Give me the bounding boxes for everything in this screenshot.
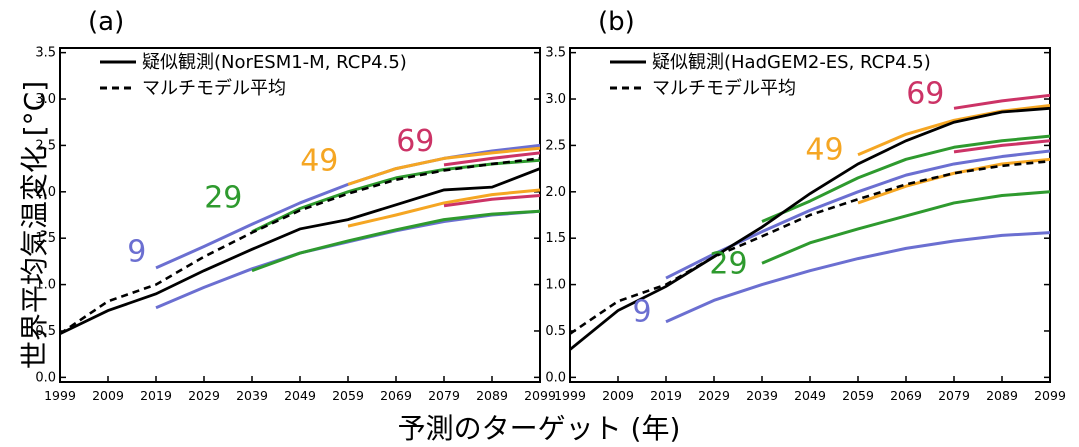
y-tick-label: 2.0 xyxy=(545,185,566,200)
y-tick-label: 1.5 xyxy=(545,231,566,246)
y-tick-label: 1.0 xyxy=(35,278,56,293)
x-tick-label: 2029 xyxy=(188,388,220,403)
x-tick-label: 2059 xyxy=(842,388,874,403)
forecast-line-49-b xyxy=(857,104,1050,157)
x-tick-label: 2079 xyxy=(428,388,460,403)
panel-label-a: (a) xyxy=(88,7,124,37)
y-tick-label: 2.0 xyxy=(35,185,56,200)
y-tick-label: 0.5 xyxy=(35,324,56,339)
x-tick-label: 2099 xyxy=(524,388,556,403)
y-tick-label: 3.5 xyxy=(545,46,566,61)
x-tick-label: 2009 xyxy=(92,388,124,403)
start-label-9-b: 9 xyxy=(633,295,652,330)
x-tick-label: 2019 xyxy=(650,388,682,403)
y-tick-label: 0.0 xyxy=(35,370,56,385)
start-label-9-a: 9 xyxy=(127,234,146,269)
panel-b: (b) 0.0 0.5 1.0 1.5 2.0 2.5 3.0 3.5 1999 2009 2019 2… xyxy=(545,7,1066,403)
x-tick-label: 2079 xyxy=(938,388,970,403)
legend-label-observed-b: 疑似観測(HadGEM2-ES, RCP4.5) xyxy=(652,52,931,73)
x-tick-label: 2089 xyxy=(476,388,508,403)
lines-b xyxy=(570,93,1050,351)
forecast-line-69-b xyxy=(953,93,1050,110)
forecast-line-29-a xyxy=(251,158,540,234)
x-tick-label: 2019 xyxy=(140,388,172,403)
x-tick-label: 2059 xyxy=(332,388,364,403)
x-tick-label: 2039 xyxy=(746,388,778,403)
panel-label-b: (b) xyxy=(598,7,635,37)
legend-label-multimodel-a: マルチモデル平均 xyxy=(142,78,286,99)
x-tick-label: 2099 xyxy=(1034,388,1066,403)
start-label-69-a: 69 xyxy=(396,124,434,159)
forecast-line-9-b xyxy=(665,231,1050,324)
y-axis-title: 世界平均気温変化 [°C] xyxy=(18,81,51,369)
x-tick-label: 2029 xyxy=(698,388,730,403)
x-tick-label: 2039 xyxy=(236,388,268,403)
forecast-line-49-a xyxy=(347,146,540,186)
forecast-line-49-b xyxy=(857,157,1050,205)
x-tick-label: 2009 xyxy=(602,388,634,403)
start-label-29-a: 29 xyxy=(204,181,242,216)
y-tick-label: 2.5 xyxy=(35,138,56,153)
x-tick-label: 2049 xyxy=(794,388,826,403)
y-tick-label: 1.0 xyxy=(545,278,566,293)
legend-label-multimodel-b: マルチモデル平均 xyxy=(652,78,796,99)
x-axis-title: 予測のターゲット (年) xyxy=(398,412,681,445)
multimodel-mean-line-a xyxy=(60,157,540,335)
start-label-69-b: 69 xyxy=(906,77,944,112)
observed-line-b xyxy=(570,106,1050,351)
x-tick-label: 2089 xyxy=(986,388,1018,403)
y-tick-label: 3.5 xyxy=(35,46,56,61)
observed-line-a xyxy=(60,167,540,336)
y-tick-label: 3.0 xyxy=(545,92,566,107)
x-tick-label: 2049 xyxy=(284,388,316,403)
multimodel-mean-line-b xyxy=(570,159,1050,335)
start-label-49-a: 49 xyxy=(300,143,338,178)
forecast-line-29-b xyxy=(761,134,1050,223)
y-tick-label: 1.5 xyxy=(35,231,56,246)
forecast-line-29-b xyxy=(761,190,1050,265)
lines-a xyxy=(60,143,540,336)
x-tick-label: 2069 xyxy=(380,388,412,403)
forecast-line-69-a xyxy=(443,194,540,208)
y-tick-label: 3.0 xyxy=(35,92,56,107)
x-tick-label: 2069 xyxy=(890,388,922,403)
y-tick-label: 2.5 xyxy=(545,138,566,153)
forecast-line-29-a xyxy=(251,209,540,273)
legend-label-observed-a: 疑似観測(NorESM1-M, RCP4.5) xyxy=(142,52,407,73)
y-tick-label: 0.0 xyxy=(545,370,566,385)
forecast-line-69-b xyxy=(953,139,1050,154)
forecast-line-49-a xyxy=(347,188,540,228)
start-label-29-b: 29 xyxy=(709,246,747,281)
x-tick-label: 1999 xyxy=(44,388,76,403)
start-label-49-b: 49 xyxy=(805,132,843,167)
panel-a: (a) 0.0 0.5 1.0 1.5 2.0 2.5 3.0 3.5 1999 2009 2019 2… xyxy=(35,7,556,403)
plot-frame-a xyxy=(59,47,541,383)
x-tick-label: 1999 xyxy=(554,388,586,403)
y-tick-label: 0.5 xyxy=(545,324,566,339)
forecast-line-69-a xyxy=(443,151,540,167)
